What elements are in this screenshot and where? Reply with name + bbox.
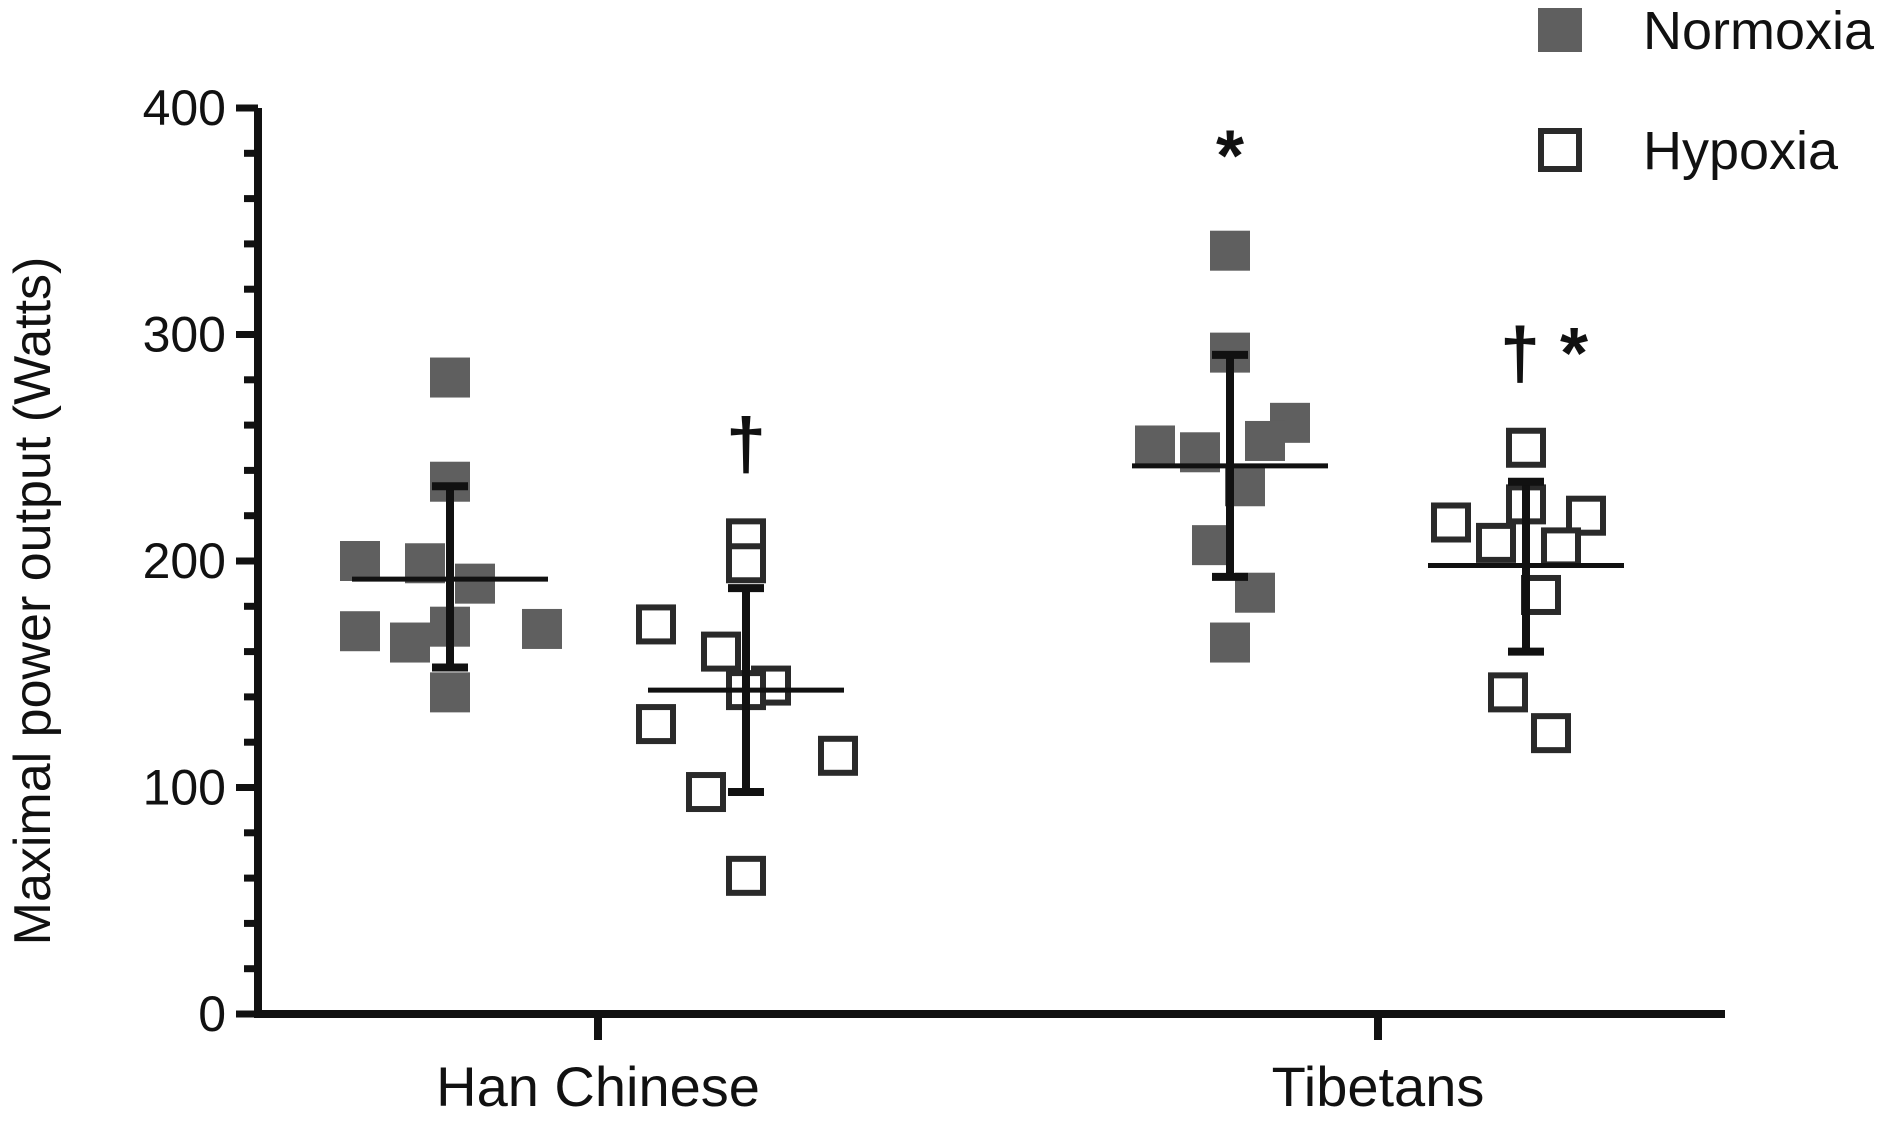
x-tick-label-tibetans: Tibetans bbox=[1272, 1055, 1485, 1118]
point-normoxia-tibetans bbox=[1210, 622, 1250, 663]
y-axis-title: Maximal power output (Watts) bbox=[4, 257, 62, 946]
point-normoxia-han-chinese bbox=[340, 611, 380, 652]
y-tick-label: 200 bbox=[143, 533, 226, 589]
y-tick-label: 300 bbox=[143, 307, 226, 363]
point-normoxia-han-chinese bbox=[430, 357, 470, 398]
point-hypoxia-tibetans bbox=[1506, 427, 1546, 468]
plot-marks: * † † * bbox=[340, 117, 1624, 896]
legend-marker-hypoxia bbox=[1538, 128, 1582, 172]
point-hypoxia-han-chinese bbox=[726, 543, 766, 584]
point-hypoxia-han-chinese bbox=[636, 704, 676, 745]
y-tick-label: 400 bbox=[143, 80, 226, 136]
point-normoxia-han-chinese bbox=[430, 672, 470, 713]
point-hypoxia-han-chinese bbox=[686, 772, 726, 813]
significance-annotation: † bbox=[726, 404, 766, 484]
point-normoxia-tibetans bbox=[1135, 425, 1175, 466]
point-hypoxia-tibetans bbox=[1566, 495, 1606, 536]
point-hypoxia-tibetans bbox=[1431, 502, 1471, 543]
legend: Normoxia Hypoxia bbox=[1538, 1, 1875, 181]
significance-annotation: * bbox=[1216, 117, 1244, 197]
point-normoxia-tibetans bbox=[1245, 420, 1285, 461]
point-hypoxia-han-chinese bbox=[726, 855, 766, 896]
point-hypoxia-han-chinese bbox=[636, 604, 676, 645]
x-tick-label-han-chinese: Han Chinese bbox=[436, 1055, 760, 1118]
axes: 0 100 200 300 400 Maximal power output (Watts… bbox=[4, 80, 1725, 1118]
legend-marker-normoxia bbox=[1538, 8, 1582, 52]
point-normoxia-han-chinese bbox=[390, 622, 430, 663]
y-tick-label: 0 bbox=[198, 986, 226, 1042]
point-normoxia-tibetans bbox=[1192, 525, 1232, 566]
point-normoxia-han-chinese bbox=[405, 543, 445, 584]
legend-label-hypoxia: Hypoxia bbox=[1643, 121, 1839, 181]
y-tick-label: 100 bbox=[143, 760, 226, 816]
significance-annotation: † * bbox=[1500, 314, 1588, 394]
point-hypoxia-tibetans bbox=[1488, 672, 1528, 713]
point-normoxia-han-chinese bbox=[455, 563, 495, 604]
point-normoxia-han-chinese bbox=[340, 541, 380, 581]
point-normoxia-tibetans bbox=[1210, 230, 1250, 271]
point-hypoxia-tibetans bbox=[1531, 713, 1571, 754]
point-normoxia-han-chinese bbox=[522, 608, 562, 649]
point-hypoxia-han-chinese bbox=[818, 735, 858, 776]
point-hypoxia-han-chinese bbox=[701, 631, 741, 672]
point-hypoxia-tibetans bbox=[1476, 522, 1516, 563]
legend-label-normoxia: Normoxia bbox=[1643, 1, 1875, 61]
point-hypoxia-tibetans bbox=[1541, 527, 1581, 568]
